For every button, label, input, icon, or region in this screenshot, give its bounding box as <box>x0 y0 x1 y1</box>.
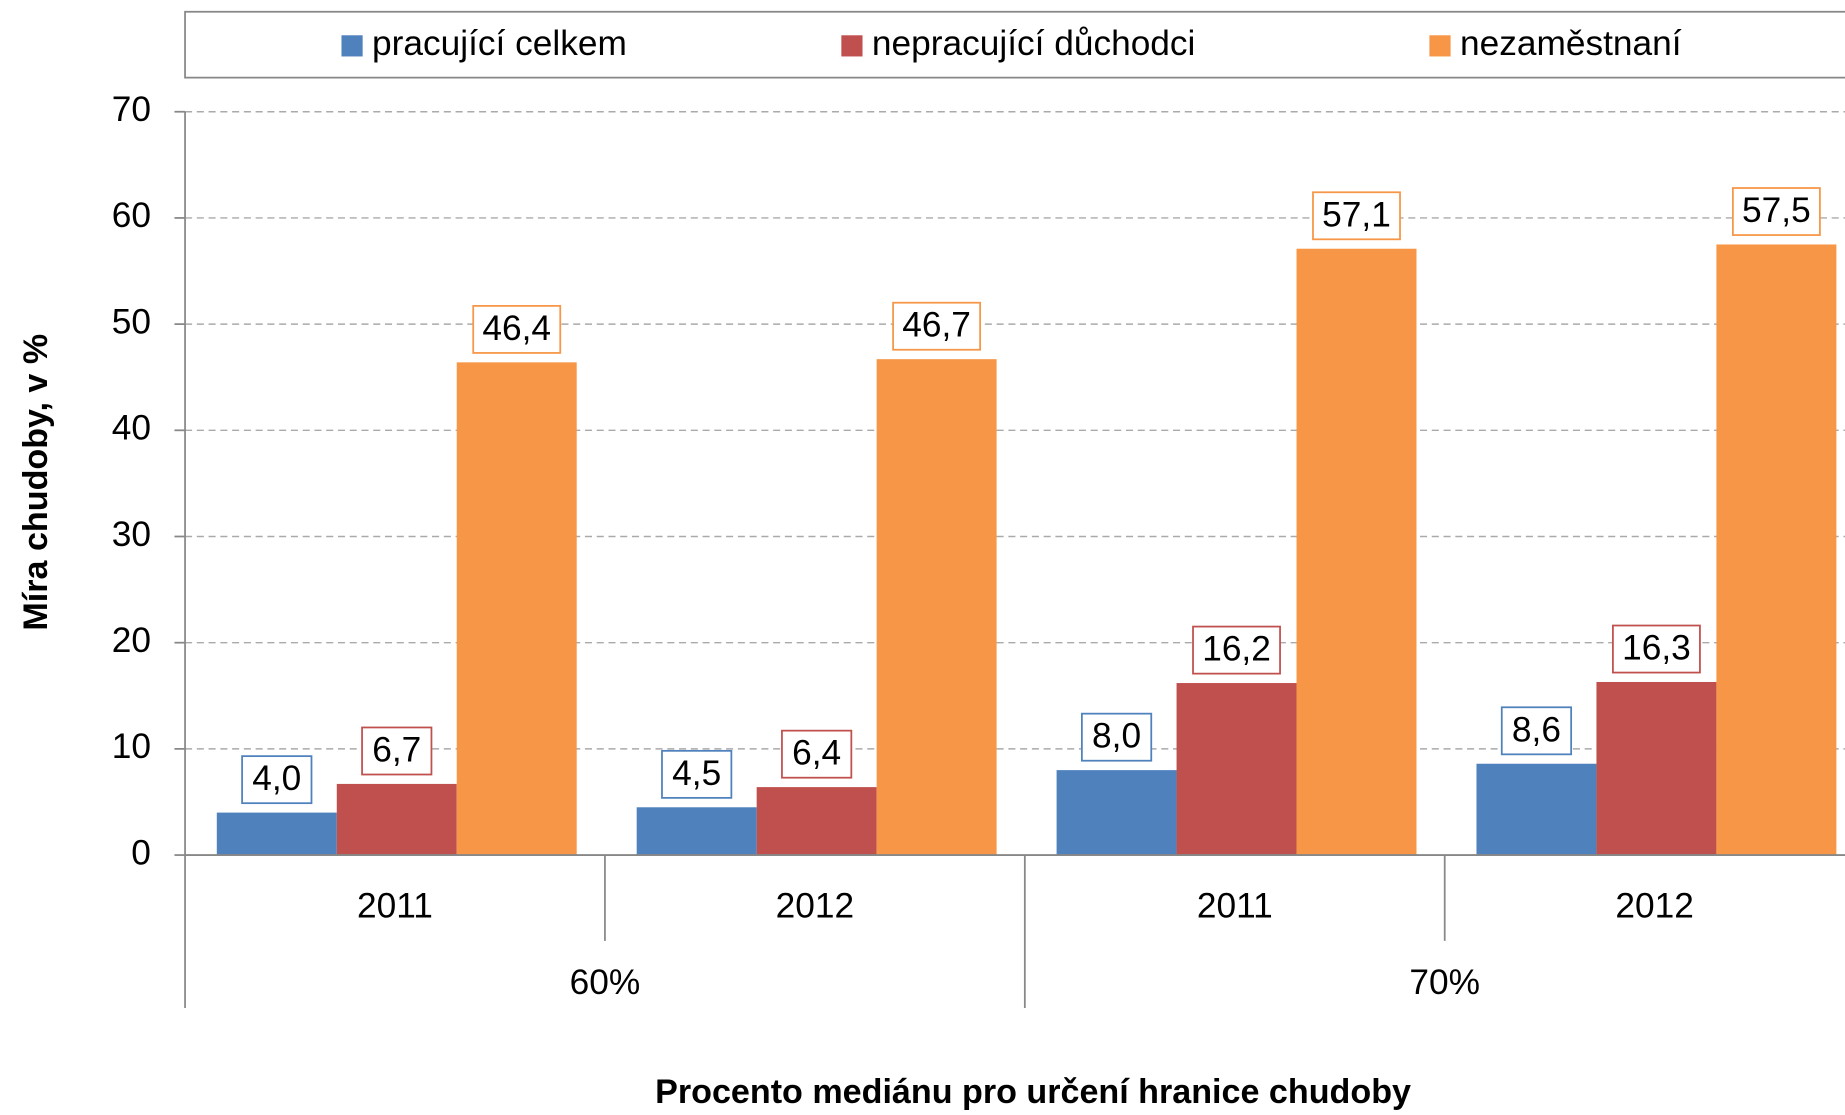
x-tick-label: 2012 <box>1615 886 1693 925</box>
legend-swatch <box>341 35 363 57</box>
bar <box>636 807 757 856</box>
x-tick-label: 2011 <box>1197 886 1273 925</box>
data-label: 16,3 <box>1622 629 1691 668</box>
y-tick-label: 10 <box>112 727 151 766</box>
data-label: 57,1 <box>1322 195 1391 234</box>
bar <box>1716 244 1837 856</box>
legend-label: nezaměstnaní <box>1460 24 1682 63</box>
x-tick-label: 2011 <box>357 886 433 925</box>
data-label-box <box>1080 712 1153 762</box>
x-axis-title: Procento mediánu pro určení hranice chud… <box>655 1073 1411 1111</box>
bar <box>216 812 337 856</box>
data-label: 16,2 <box>1202 630 1271 669</box>
y-tick-label: 0 <box>131 833 151 872</box>
y-tick-label: 20 <box>112 621 151 660</box>
data-label-box <box>241 755 313 805</box>
data-label: 6,7 <box>372 730 421 769</box>
bar <box>1176 683 1297 856</box>
data-label-box <box>1731 187 1821 236</box>
y-tick-label: 30 <box>112 515 151 554</box>
legend-box <box>184 10 1845 79</box>
bar <box>876 359 997 856</box>
data-label: 8,6 <box>1512 710 1561 749</box>
data-label-box <box>1192 625 1281 675</box>
group-label: 60% <box>570 963 641 1002</box>
data-label: 46,7 <box>902 306 971 345</box>
bar <box>756 787 877 856</box>
bar <box>456 362 577 856</box>
data-label-box <box>1312 191 1401 241</box>
data-label: 57,5 <box>1742 191 1811 230</box>
bar <box>1476 763 1597 856</box>
bar <box>1056 770 1177 856</box>
y-tick-label: 50 <box>112 302 151 341</box>
data-label: 46,4 <box>482 309 551 348</box>
data-label-box <box>781 729 853 779</box>
x-tick-label: 2012 <box>776 886 854 925</box>
data-label: 6,4 <box>792 734 841 773</box>
legend-swatch <box>841 35 863 57</box>
data-label-box <box>1612 624 1701 674</box>
bar <box>1596 681 1717 856</box>
data-label: 4,5 <box>672 754 721 793</box>
y-tick-label: 60 <box>112 196 151 235</box>
legend-label: nepracující důchodci <box>872 24 1195 63</box>
data-label: 4,0 <box>252 759 301 798</box>
y-tick-label: 70 <box>112 90 151 129</box>
group-label: 70% <box>1409 963 1480 1002</box>
bar <box>1296 248 1417 856</box>
y-axis-title: Míra chudoby, v % <box>17 334 55 631</box>
data-label-box <box>892 301 982 351</box>
data-label: 8,0 <box>1092 717 1141 756</box>
legend-label: pracující celkem <box>372 24 627 63</box>
y-tick-label: 40 <box>112 409 151 448</box>
legend-swatch <box>1429 35 1451 57</box>
bar <box>336 783 457 856</box>
data-label-box <box>472 305 562 354</box>
data-label-box <box>361 726 433 776</box>
data-label-box <box>1500 706 1573 756</box>
data-label-box <box>661 749 733 799</box>
